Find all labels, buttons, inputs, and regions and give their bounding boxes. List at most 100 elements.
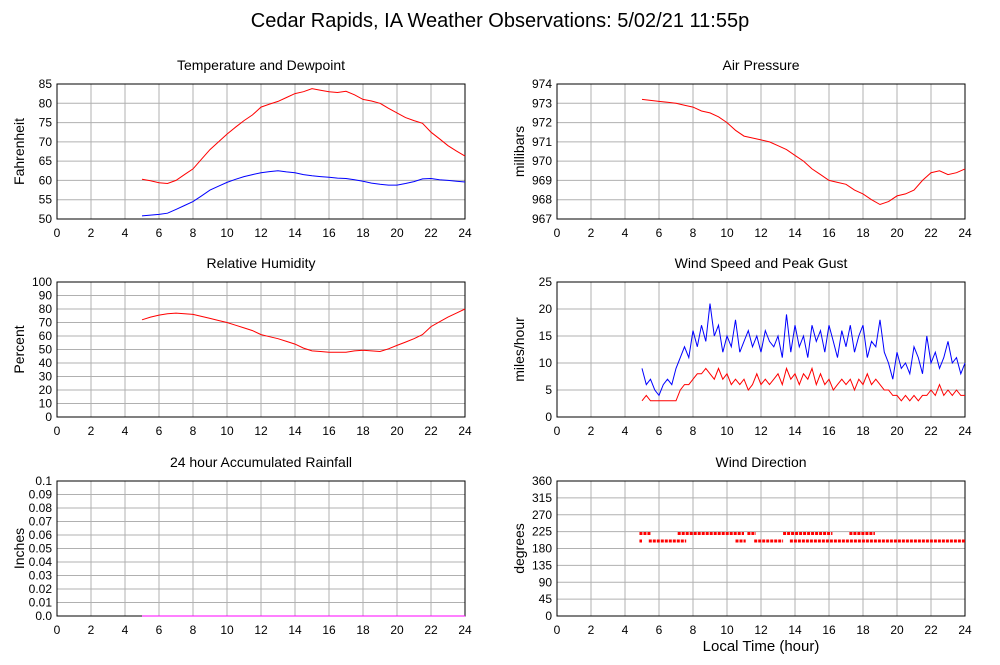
series-line	[141, 308, 466, 353]
y-tick-label: 15	[539, 329, 553, 343]
y-tick-label: 0.09	[29, 488, 53, 502]
x-tick-label: 20	[890, 623, 904, 637]
x-tick-label: 10	[220, 623, 234, 637]
panel-humidity: 0 2 4 6 8 10 12 14 16 18 20 22 240102030405060708090…	[11, 255, 472, 438]
y-tick-label: 135	[532, 558, 552, 572]
y-axis-label: Inches	[11, 528, 27, 569]
x-tick-label: 18	[356, 226, 370, 240]
x-tick-label: 8	[190, 226, 197, 240]
y-tick-label: 85	[39, 77, 53, 91]
x-tick-label: 4	[622, 623, 629, 637]
y-tick-label: 10	[39, 397, 53, 411]
y-tick-label: 974	[532, 77, 552, 91]
y-tick-label: 100	[32, 275, 52, 289]
x-tick-label: 10	[720, 424, 734, 438]
x-tick-label: 6	[156, 226, 163, 240]
x-tick-label: 4	[122, 226, 129, 240]
x-tick-label: 8	[690, 226, 697, 240]
x-tick-label: 14	[788, 226, 802, 240]
x-tick-label: 20	[390, 226, 404, 240]
chart-title: Wind Direction	[715, 454, 806, 470]
x-tick-label: 2	[88, 424, 95, 438]
y-axis-label: Percent	[11, 325, 27, 373]
x-tick-label: 12	[754, 226, 768, 240]
plot-frame	[56, 83, 466, 220]
y-tick-label: 30	[39, 370, 53, 384]
y-tick-label: 0.1	[35, 474, 52, 488]
x-tick-label: 4	[622, 424, 629, 438]
x-tick-label: 10	[220, 226, 234, 240]
y-tick-label: 55	[39, 193, 53, 207]
x-tick-label: 14	[788, 424, 802, 438]
y-tick-label: 180	[532, 542, 552, 556]
y-tick-label: 0.07	[29, 515, 53, 529]
x-tick-label: 0	[554, 226, 561, 240]
y-tick-label: 45	[539, 592, 553, 606]
x-tick-label: 24	[458, 623, 472, 637]
x-tick-label: 18	[356, 424, 370, 438]
y-axis-label: Fahrenheit	[11, 118, 27, 185]
x-tick-label: 2	[88, 623, 95, 637]
x-tick-label: 12	[754, 623, 768, 637]
y-tick-label: 80	[39, 302, 53, 316]
y-tick-label: 60	[39, 329, 53, 343]
chart-title: Temperature and Dewpoint	[177, 57, 345, 73]
y-tick-label: 50	[39, 343, 53, 357]
series-line	[641, 303, 966, 397]
y-tick-label: 80	[39, 96, 53, 110]
x-tick-label: 4	[122, 424, 129, 438]
chart-title: Relative Humidity	[207, 255, 316, 271]
x-tick-label: 20	[390, 623, 404, 637]
x-tick-label: 16	[822, 424, 836, 438]
x-tick-label: 12	[254, 226, 268, 240]
x-tick-label: 8	[190, 623, 197, 637]
y-tick-label: 20	[539, 302, 553, 316]
y-tick-label: 5	[545, 383, 552, 397]
series-line	[141, 170, 466, 217]
y-tick-label: 225	[532, 525, 552, 539]
plot-frame	[56, 281, 466, 418]
x-tick-label: 18	[856, 424, 870, 438]
x-tick-label: 0	[54, 424, 61, 438]
x-tick-label: 6	[156, 424, 163, 438]
x-tick-label: 16	[822, 226, 836, 240]
x-tick-label: 6	[156, 623, 163, 637]
x-tick-label: 18	[856, 226, 870, 240]
x-tick-label: 8	[690, 424, 697, 438]
x-tick-label: 22	[924, 424, 938, 438]
x-tick-label: 24	[458, 424, 472, 438]
y-tick-label: 40	[39, 356, 53, 370]
x-tick-label: 12	[254, 424, 268, 438]
x-tick-label: 14	[288, 623, 302, 637]
y-tick-label: 0.0	[35, 609, 52, 623]
x-tick-label: 12	[254, 623, 268, 637]
y-tick-label: 0	[45, 410, 52, 424]
series-line	[641, 98, 966, 206]
x-axis-label: Local Time (hour)	[703, 638, 820, 655]
x-tick-label: 8	[690, 623, 697, 637]
y-tick-label: 967	[532, 212, 552, 226]
y-tick-label: 0	[545, 609, 552, 623]
y-tick-label: 50	[39, 212, 53, 226]
chart-title: Wind Speed and Peak Gust	[675, 255, 848, 271]
y-axis-label: miles/hour	[511, 317, 527, 382]
x-tick-label: 24	[958, 424, 972, 438]
y-tick-label: 0.01	[29, 596, 53, 610]
x-tick-label: 8	[190, 424, 197, 438]
y-tick-label: 973	[532, 96, 552, 110]
x-tick-label: 6	[656, 623, 663, 637]
y-tick-label: 0.03	[29, 569, 53, 583]
x-tick-label: 2	[588, 623, 595, 637]
y-tick-label: 0	[545, 410, 552, 424]
series-line	[641, 366, 965, 402]
y-axis-label: millibars	[511, 126, 527, 177]
panel-direction: 0 2 4 6 8 10 12 14 16 18 20 22 240459013518022527031…	[511, 454, 972, 655]
page-title: Cedar Rapids, IA Weather Observations: 5…	[251, 10, 749, 32]
x-tick-label: 10	[720, 226, 734, 240]
x-tick-label: 0	[554, 424, 561, 438]
x-tick-label: 2	[588, 226, 595, 240]
series-line	[141, 88, 466, 185]
chart-title: 24 hour Accumulated Rainfall	[170, 454, 352, 470]
